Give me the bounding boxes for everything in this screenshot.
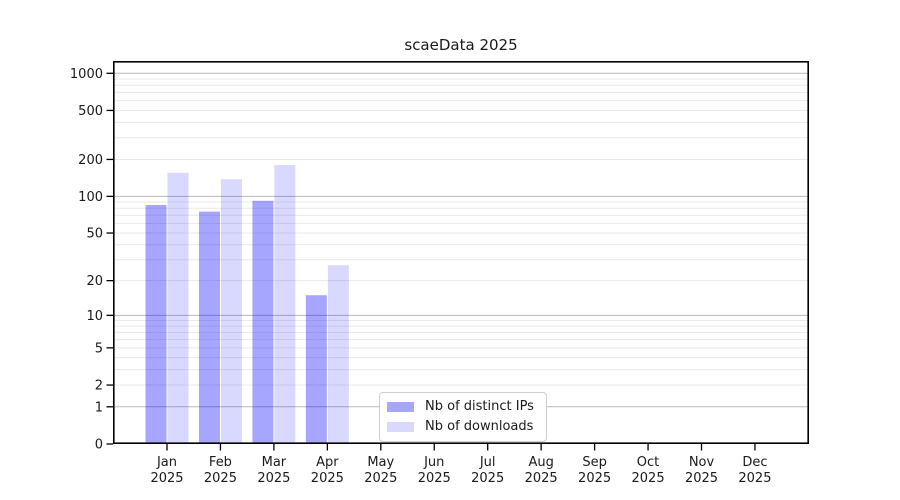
bars-distinct-ips xyxy=(145,200,327,444)
legend-label-distinct-ips: Nb of distinct IPs xyxy=(425,399,534,414)
svg-text:100: 100 xyxy=(78,190,103,205)
svg-text:2: 2 xyxy=(95,379,103,394)
svg-text:Mar: Mar xyxy=(262,455,287,470)
svg-text:2025: 2025 xyxy=(418,471,451,486)
svg-text:10: 10 xyxy=(86,309,103,324)
svg-text:2025: 2025 xyxy=(632,471,665,486)
legend-swatch-downloads xyxy=(387,422,414,432)
svg-text:May: May xyxy=(367,455,394,470)
svg-text:Nov: Nov xyxy=(689,455,715,470)
x-tick-labels: Jan2025Feb2025Mar2025Apr2025May2025Jun20… xyxy=(150,455,771,486)
svg-text:2025: 2025 xyxy=(525,471,558,486)
svg-text:2025: 2025 xyxy=(685,471,718,486)
svg-text:Oct: Oct xyxy=(637,455,659,470)
svg-text:Apr: Apr xyxy=(316,455,339,470)
svg-text:2025: 2025 xyxy=(364,471,397,486)
svg-text:Jan: Jan xyxy=(156,455,177,470)
svg-text:0: 0 xyxy=(95,438,103,453)
chart-title: scaeData 2025 xyxy=(404,36,518,54)
svg-text:Dec: Dec xyxy=(742,455,767,470)
svg-text:2025: 2025 xyxy=(578,471,611,486)
svg-text:2025: 2025 xyxy=(471,471,504,486)
svg-text:Jun: Jun xyxy=(423,455,444,470)
svg-text:2025: 2025 xyxy=(738,471,771,486)
bars-downloads xyxy=(167,165,349,445)
svg-text:20: 20 xyxy=(86,274,103,289)
legend-row-downloads: Nb of downloads xyxy=(387,419,534,435)
legend-row-distinct-ips: Nb of distinct IPs xyxy=(387,399,534,415)
y-gridlines-minor xyxy=(113,78,809,386)
svg-text:Aug: Aug xyxy=(528,455,553,470)
legend: Nb of distinct IPs Nb of downloads xyxy=(379,392,547,442)
svg-text:50: 50 xyxy=(86,227,103,242)
legend-swatch-distinct-ips xyxy=(387,402,414,412)
svg-text:2025: 2025 xyxy=(311,471,344,486)
svg-text:200: 200 xyxy=(78,153,103,168)
svg-text:2025: 2025 xyxy=(150,471,183,486)
svg-text:1000: 1000 xyxy=(70,67,103,82)
svg-text:Feb: Feb xyxy=(209,455,232,470)
y-ticks xyxy=(106,72,113,445)
svg-text:2025: 2025 xyxy=(257,471,290,486)
svg-text:2025: 2025 xyxy=(204,471,237,486)
svg-text:1: 1 xyxy=(95,400,103,415)
svg-text:5: 5 xyxy=(95,341,103,356)
axes-spines xyxy=(113,60,810,444)
x-ticks xyxy=(166,444,756,451)
legend-label-downloads: Nb of downloads xyxy=(425,419,534,434)
svg-text:Sep: Sep xyxy=(582,455,607,470)
svg-text:500: 500 xyxy=(78,104,103,119)
svg-text:Jul: Jul xyxy=(479,455,496,470)
